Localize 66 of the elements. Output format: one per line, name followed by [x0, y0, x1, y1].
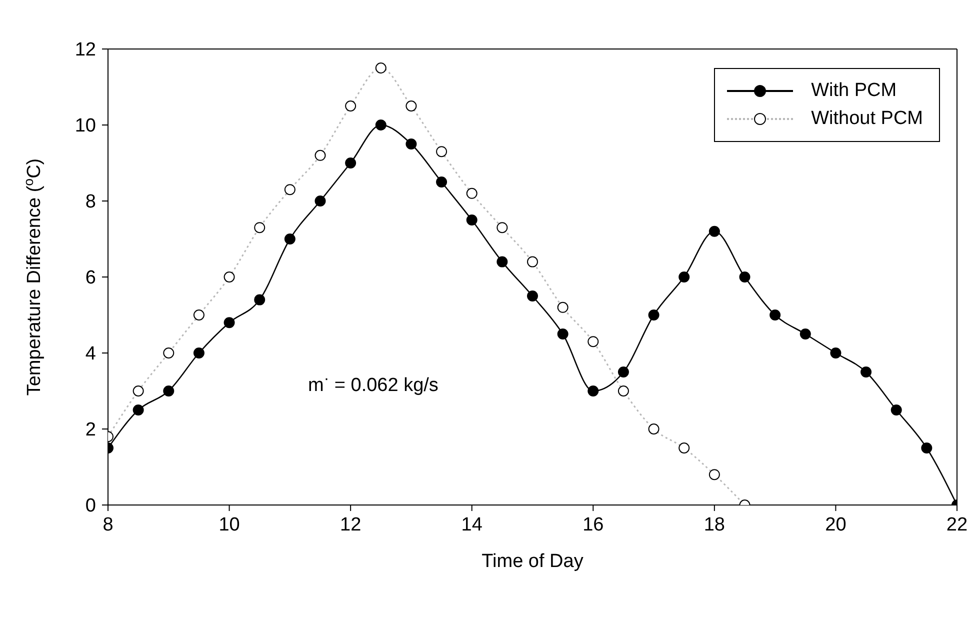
point: [375, 62, 386, 74]
point: [708, 469, 720, 480]
y-tick-label: 2: [85, 420, 96, 441]
point: [314, 150, 326, 161]
x-tick-label: 22: [946, 514, 968, 536]
x-tick-label: 12: [340, 514, 362, 536]
point: [345, 158, 356, 168]
point: [163, 348, 174, 358]
point: [193, 348, 204, 358]
y-tick-label: 12: [74, 40, 96, 61]
point: [800, 328, 811, 340]
point: [224, 272, 235, 282]
point: [496, 256, 508, 268]
x-tick-label: 16: [582, 514, 604, 536]
point: [588, 386, 599, 396]
point: [284, 184, 296, 196]
point: [527, 256, 538, 268]
point: [830, 348, 842, 358]
x-tick-label: 10: [218, 514, 240, 536]
point: [193, 310, 204, 320]
point: [588, 336, 599, 348]
point: [678, 272, 690, 282]
point: [618, 386, 629, 396]
legend-label: With PCM: [811, 80, 897, 102]
point: [132, 404, 144, 416]
point: [648, 310, 660, 320]
point: [557, 302, 568, 313]
y-tick-label: 8: [85, 192, 96, 213]
y-tick-label: 4: [85, 344, 96, 365]
point: [860, 366, 872, 378]
x-axis-title: Time of Day: [482, 551, 584, 572]
point: [678, 442, 690, 454]
point: [527, 290, 538, 302]
point: [890, 404, 902, 416]
point: [284, 234, 296, 244]
x-tick-label: 18: [704, 514, 725, 536]
point: [557, 328, 568, 340]
point: [739, 272, 750, 282]
legend-label: Without PCM: [811, 108, 923, 130]
point: [314, 196, 326, 206]
point: [406, 138, 417, 150]
x-tick-label: 14: [461, 514, 483, 536]
point: [466, 188, 478, 199]
point: [436, 146, 448, 158]
y-tick-label: 6: [85, 268, 96, 289]
x-tick-label: 20: [825, 514, 846, 536]
point: [770, 310, 781, 320]
point: [406, 100, 417, 112]
point: [254, 222, 266, 234]
point: [618, 366, 629, 378]
point: [921, 442, 932, 454]
point: [254, 294, 266, 306]
x-tick-label: 8: [102, 514, 114, 536]
point: [648, 424, 660, 434]
point: [708, 226, 720, 237]
point: [163, 386, 174, 396]
point: [375, 120, 386, 130]
point: [132, 386, 144, 396]
point: [466, 214, 478, 226]
y-tick-label: 0: [85, 496, 96, 517]
point: [436, 176, 448, 188]
point: [345, 100, 356, 112]
y-tick-label: 10: [74, 116, 96, 137]
point: [496, 222, 508, 234]
annotation: m$^{·}$ = 0.062 kg/s: [308, 371, 438, 396]
point: [224, 317, 235, 328]
